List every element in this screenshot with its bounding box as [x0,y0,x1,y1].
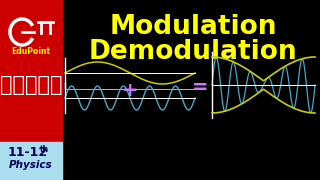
Text: th: th [40,145,49,154]
Bar [0,142,62,180]
Text: Demodulation: Demodulation [89,39,297,65]
Text: Physics: Physics [9,160,53,170]
Text: +: + [122,80,138,100]
Text: 11-12: 11-12 [8,147,48,159]
Text: Modulation: Modulation [109,14,277,40]
Bar [0,0,62,180]
Text: =: = [192,78,208,98]
Text: EduPoint: EduPoint [12,48,51,57]
Text: हिंदी: हिंदी [0,75,62,95]
